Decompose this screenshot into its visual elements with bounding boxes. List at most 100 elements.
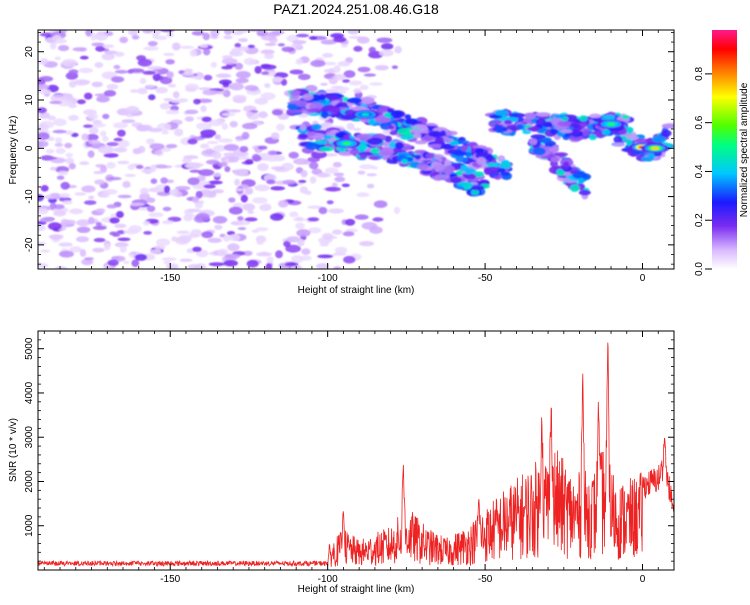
heatmap-cell [238, 38, 249, 43]
heatmap-cell [270, 186, 286, 191]
snr-ylabel: SNR (10 * v/v) [8, 418, 19, 482]
heatmap-cell [348, 80, 363, 86]
heatmap-cell [381, 43, 394, 50]
heatmap-cell [139, 77, 147, 85]
heatmap-cell [417, 163, 429, 171]
heatmap-cell [325, 186, 341, 192]
heatmap-cell [368, 46, 376, 54]
heatmap-cell [246, 111, 254, 117]
heatmap-cell [548, 146, 560, 153]
heatmap-cell [357, 36, 370, 44]
heatmap-cell [234, 43, 242, 48]
heatmap-cell [374, 65, 389, 71]
heatmap-cell [131, 259, 140, 268]
heatmap-cell [53, 210, 66, 217]
heatmap-cell [117, 237, 131, 242]
heatmap-cell [52, 129, 67, 134]
heatmap-cell [180, 45, 194, 49]
heatmap-cell [165, 59, 175, 65]
heatmap-cell [377, 149, 394, 157]
heatmap-cell [61, 58, 78, 67]
heatmap-cell [84, 92, 93, 100]
heatmap-cell [182, 72, 195, 76]
heatmap-cell [113, 137, 123, 142]
heatmap-cell [191, 31, 205, 36]
heatmap-cell [59, 250, 74, 258]
heatmap-cell [223, 30, 233, 35]
heatmap-cell [578, 189, 591, 196]
heatmap-cell [527, 126, 541, 132]
heatmap-cell [124, 173, 136, 178]
heatmap-cell [241, 131, 250, 140]
heatmap-cell [368, 117, 376, 126]
heatmap-cell [612, 142, 625, 147]
heatmap-cell [334, 176, 346, 183]
heatmap-cell [661, 123, 674, 129]
heatmap-cell [202, 89, 218, 96]
heatmap-cell [43, 156, 58, 160]
heatmap-cell [435, 136, 444, 145]
y-tick-label: 3000 [24, 426, 35, 449]
heatmap-cell [71, 132, 79, 138]
heatmap-cell [159, 76, 173, 85]
heatmap-cell [114, 69, 129, 74]
heatmap-cell [189, 169, 202, 173]
heatmap-cell [295, 222, 305, 230]
heatmap-cell [367, 137, 383, 145]
heatmap-cell [60, 218, 70, 226]
heatmap-cell [166, 71, 174, 79]
heatmap-cell [231, 30, 244, 36]
heatmap-cell [266, 256, 274, 264]
heatmap-cell [434, 174, 451, 180]
heatmap-cell [221, 112, 236, 117]
heatmap-cell [504, 119, 513, 125]
heatmap-cell [114, 51, 125, 57]
heatmap-cell [114, 242, 129, 248]
heatmap-cell [192, 196, 200, 204]
heatmap-cell [149, 249, 162, 255]
heatmap-cell [485, 166, 500, 175]
heatmap-cell [390, 110, 406, 118]
heatmap-cell [104, 189, 118, 195]
heatmap-cell [317, 254, 333, 259]
heatmap-cell [100, 130, 107, 137]
heatmap-cell [38, 194, 45, 202]
heatmap-cell [366, 173, 378, 177]
heatmap-cell [148, 127, 163, 133]
heatmap-cell [275, 250, 283, 259]
heatmap-cell [271, 76, 283, 83]
heatmap-cell [553, 152, 568, 157]
heatmap-cell [270, 213, 284, 221]
heatmap-peak [651, 146, 660, 150]
heatmap-cell [62, 200, 73, 205]
heatmap-cell [321, 111, 329, 119]
heatmap-cell [68, 80, 77, 88]
heatmap-cell [560, 129, 573, 134]
heatmap-cell [353, 45, 363, 52]
heatmap-cell [309, 102, 324, 110]
heatmap-cell [235, 71, 251, 79]
heatmap-cell [320, 82, 328, 86]
heatmap-cell [359, 241, 375, 247]
heatmap-cell [255, 227, 269, 232]
heatmap-cell [227, 109, 241, 113]
heatmap-cell [203, 74, 213, 81]
heatmap-cell [346, 97, 362, 104]
heatmap-cell [373, 200, 388, 208]
heatmap-cell [38, 132, 50, 140]
heatmap-cell [106, 204, 118, 209]
heatmap-cell [529, 138, 538, 146]
heatmap-cell [625, 138, 633, 147]
heatmap-cell [325, 88, 339, 93]
heatmap-cell [271, 109, 284, 116]
heatmap-cell [155, 35, 168, 40]
heatmap-cell [215, 73, 232, 78]
heatmap-cell [338, 106, 347, 111]
spectrogram-frame [37, 29, 675, 270]
heatmap-cell [533, 147, 546, 156]
heatmap-cell [192, 246, 202, 252]
heatmap-cell [322, 236, 338, 239]
heatmap-cell [244, 187, 254, 195]
heatmap-cell [222, 89, 231, 98]
heatmap-cell [86, 133, 99, 141]
